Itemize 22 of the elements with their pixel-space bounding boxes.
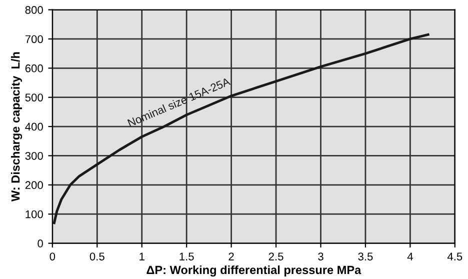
y-tick-label: 200 bbox=[25, 181, 43, 190]
x-tick-label: 0.5 bbox=[90, 252, 104, 260]
y-tick-label: 100 bbox=[26, 210, 43, 218]
x-tick-label: 3.5 bbox=[358, 252, 373, 260]
x-tick-label: 4 bbox=[407, 252, 413, 260]
y-tick-label: 0 bbox=[38, 240, 43, 248]
y-tick-label: 600 bbox=[25, 64, 43, 72]
x-tick-label: 0 bbox=[50, 252, 56, 260]
y-tick-label: 400 bbox=[25, 122, 43, 131]
x-tick-label: 2.5 bbox=[268, 252, 284, 260]
y-tick-label: 700 bbox=[25, 35, 43, 44]
y-axis-title: W: Discharge capacity L/h bbox=[11, 52, 22, 202]
y-tick-label: 500 bbox=[25, 94, 43, 102]
x-axis-title: ΔP: Working differential pressure MPa bbox=[146, 265, 362, 277]
line-series bbox=[52, 33, 430, 224]
x-tick-label: 3 bbox=[318, 252, 324, 260]
x-tick-label: 1.5 bbox=[180, 252, 194, 260]
x-tick-label: 4.5 bbox=[447, 252, 462, 260]
x-tick-label: 2 bbox=[228, 252, 234, 260]
y-tick-label: 800 bbox=[25, 6, 43, 14]
x-tick-label: 1 bbox=[140, 252, 144, 260]
y-tick-label: 300 bbox=[25, 152, 43, 160]
